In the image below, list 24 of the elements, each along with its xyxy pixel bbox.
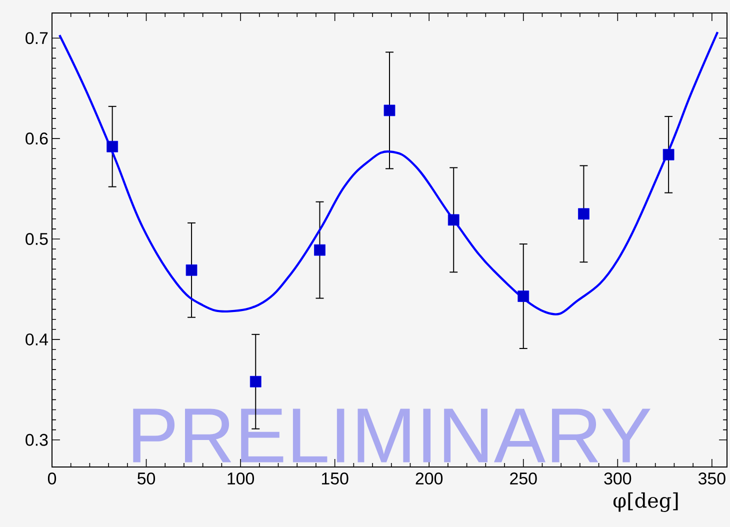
point [250, 376, 262, 388]
point [314, 244, 326, 256]
point [106, 140, 118, 152]
x-tick-label: 350 [698, 472, 726, 485]
x-tick-label: 300 [604, 472, 632, 485]
x-tick-label: 150 [322, 472, 348, 485]
x-tick-label: 50 [138, 472, 156, 485]
y-tick-label: 0.3 [26, 434, 48, 446]
point [662, 148, 674, 160]
y-tick-label: 0.7 [26, 32, 48, 44]
x-axis-title: φ[deg] [613, 492, 678, 512]
y-tick-label: 0.4 [26, 333, 48, 346]
x-tick-label: 250 [510, 472, 537, 485]
point [448, 214, 460, 226]
x-tick-label: 100 [228, 472, 254, 485]
x-tick-label: 200 [416, 472, 443, 485]
annotation: PRELIMINARY [133, 408, 650, 462]
x-tick-label: 0 [48, 472, 56, 485]
point [384, 104, 396, 116]
point [578, 208, 590, 220]
point [186, 264, 198, 276]
y-tick-label: 0.5 [26, 232, 48, 245]
point [518, 290, 530, 302]
y-tick-label: 0.6 [26, 132, 48, 145]
